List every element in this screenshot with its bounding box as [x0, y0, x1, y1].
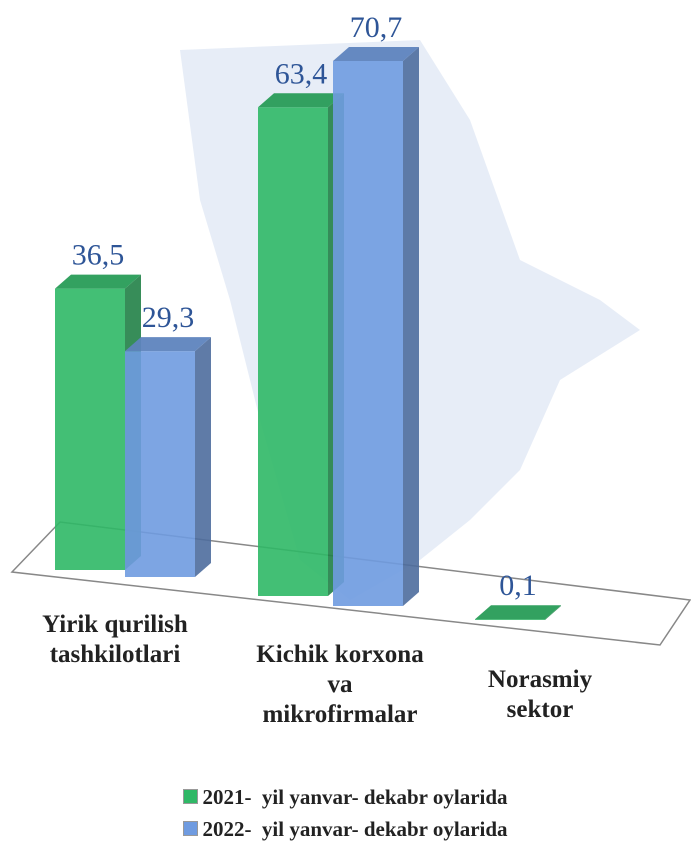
legend-entry: 2022- yil yanvar- dekabr oylarida — [0, 817, 691, 842]
value-label: 29,3 — [142, 301, 195, 334]
bar-front — [258, 107, 328, 597]
value-label: 70,7 — [350, 11, 403, 44]
bar-front — [333, 61, 403, 606]
bar-side — [195, 337, 211, 577]
value-label: 63,4 — [275, 57, 328, 90]
bar-top — [475, 605, 561, 620]
bar-side — [545, 605, 561, 620]
legend-swatch — [183, 789, 199, 804]
legend-label: 2021- yil yanvar- dekabr oylarida — [202, 785, 508, 809]
legend-swatch — [183, 821, 199, 836]
category-label: Kichik korxona va mikrofirmalar — [256, 641, 424, 728]
bar — [258, 93, 344, 597]
bar-top — [258, 93, 344, 108]
category-label: Yirik qurilish tashkilotlari — [42, 611, 188, 668]
bar-top — [125, 337, 211, 352]
bar-top — [333, 47, 419, 61]
bar-side — [403, 47, 419, 606]
bar-front — [55, 288, 125, 570]
legend-entry: 2021- yil yanvar- dekabr oylarida — [0, 785, 691, 810]
bar-top — [55, 274, 141, 289]
category-label: Norasmiy sektor — [487, 666, 593, 723]
legend-label: 2022- yil yanvar- dekabr oylarida — [202, 817, 508, 841]
bar-front — [475, 619, 545, 620]
value-label: 0,1 — [499, 569, 537, 602]
bar — [475, 605, 561, 620]
bar-front — [125, 351, 195, 577]
bar — [125, 337, 211, 577]
bar — [333, 47, 419, 606]
value-label: 36,5 — [72, 239, 125, 272]
floor — [10, 521, 691, 646]
